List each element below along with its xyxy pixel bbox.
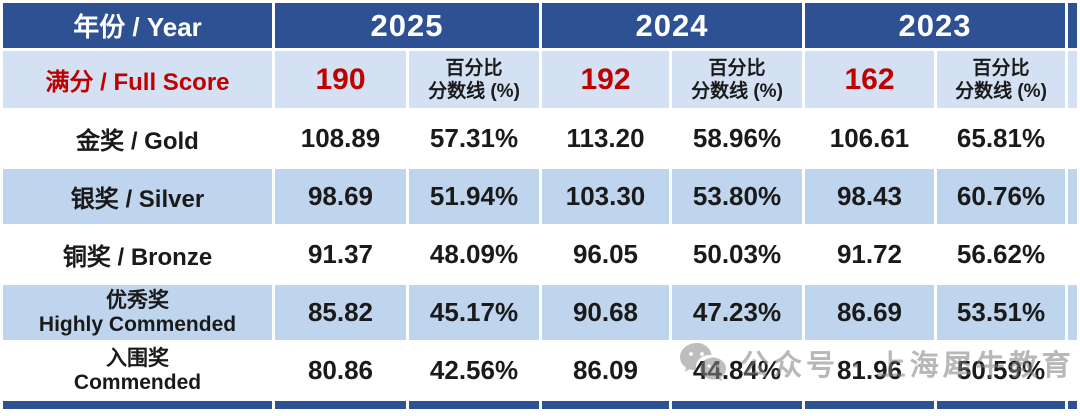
- corner-header-year-label: 年份 / Year: [3, 3, 272, 48]
- bronze-2024-pct: 50.03%: [672, 227, 802, 282]
- header-edge-sliver: [1068, 3, 1077, 48]
- table-row-commended: 入围奖 Commended 80.86 42.56% 86.09 44.84% …: [3, 343, 1077, 398]
- hc-2025-pct: 45.17%: [409, 285, 539, 340]
- table-row-gold: 金奖 / Gold 108.89 57.31% 113.20 58.96% 10…: [3, 111, 1077, 166]
- award-label-line1: 入围奖: [106, 346, 169, 370]
- table-row-silver: 银奖 / Silver 98.69 51.94% 103.30 53.80% 9…: [3, 169, 1077, 224]
- gold-2023-score: 106.61: [805, 111, 934, 166]
- pct-header-2024: 百分比 分数线 (%): [672, 51, 802, 108]
- row-edge-sliver: [1068, 227, 1077, 282]
- row-edge-sliver: [1068, 111, 1077, 166]
- table-row-highly-commended: 优秀奖 Highly Commended 85.82 45.17% 90.68 …: [3, 285, 1077, 340]
- pct-header-line1: 百分比: [972, 57, 1030, 79]
- full-score-2024: 192: [542, 51, 669, 108]
- year-header-2023: 2023: [805, 3, 1065, 48]
- pct-header-line1: 百分比: [445, 57, 503, 79]
- row-edge-sliver: [1068, 51, 1077, 108]
- pct-header-2025: 百分比 分数线 (%): [409, 51, 539, 108]
- award-label-line2: Highly Commended: [38, 312, 237, 336]
- award-label-silver: 银奖 / Silver: [3, 169, 272, 224]
- commended-2025-score: 80.86: [275, 343, 406, 398]
- full-score-label: 满分 / Full Score: [3, 51, 272, 108]
- table-row-bronze: 铜奖 / Bronze 91.37 48.09% 96.05 50.03% 91…: [3, 227, 1077, 282]
- header-row: 年份 / Year 2025 2024 2023: [3, 3, 1077, 48]
- full-score-2023: 162: [805, 51, 934, 108]
- pct-header-line1: 百分比: [708, 57, 766, 79]
- bronze-2025-pct: 48.09%: [409, 227, 539, 282]
- full-score-2025: 190: [275, 51, 406, 108]
- silver-2023-score: 98.43: [805, 169, 934, 224]
- award-label-commended: 入围奖 Commended: [3, 343, 272, 398]
- hc-2024-score: 90.68: [542, 285, 669, 340]
- pct-header-line2: 分数线 (%): [691, 80, 783, 102]
- award-label-gold: 金奖 / Gold: [3, 111, 272, 166]
- award-label-line1: 优秀奖: [106, 288, 169, 312]
- hc-2024-pct: 47.23%: [672, 285, 802, 340]
- silver-2025-score: 98.69: [275, 169, 406, 224]
- commended-2024-pct: 44.84%: [672, 343, 802, 398]
- row-edge-sliver: [1068, 285, 1077, 340]
- award-label-line2: Commended: [73, 370, 202, 394]
- silver-2023-pct: 60.76%: [937, 169, 1065, 224]
- award-label-highly-commended: 优秀奖 Highly Commended: [3, 285, 272, 340]
- hc-2025-score: 85.82: [275, 285, 406, 340]
- commended-2023-pct: 50.59%: [937, 343, 1065, 398]
- year-header-2025: 2025: [275, 3, 539, 48]
- row-edge-sliver: [1068, 169, 1077, 224]
- gold-2023-pct: 65.81%: [937, 111, 1065, 166]
- gold-2025-score: 108.89: [275, 111, 406, 166]
- cutoff-bottom-bar: [3, 401, 1077, 409]
- pct-header-line2: 分数线 (%): [955, 80, 1047, 102]
- commended-2024-score: 86.09: [542, 343, 669, 398]
- gold-2025-pct: 57.31%: [409, 111, 539, 166]
- hc-2023-pct: 53.51%: [937, 285, 1065, 340]
- commended-2025-pct: 42.56%: [409, 343, 539, 398]
- silver-2024-score: 103.30: [542, 169, 669, 224]
- silver-2025-pct: 51.94%: [409, 169, 539, 224]
- pct-header-line2: 分数线 (%): [428, 80, 520, 102]
- gold-2024-score: 113.20: [542, 111, 669, 166]
- year-header-2024: 2024: [542, 3, 802, 48]
- bronze-2023-pct: 56.62%: [937, 227, 1065, 282]
- silver-2024-pct: 53.80%: [672, 169, 802, 224]
- hc-2023-score: 86.69: [805, 285, 934, 340]
- full-score-row: 满分 / Full Score 190 百分比 分数线 (%) 192 百分比 …: [3, 51, 1077, 108]
- bronze-2025-score: 91.37: [275, 227, 406, 282]
- commended-2023-score: 81.96: [805, 343, 934, 398]
- pct-header-2023: 百分比 分数线 (%): [937, 51, 1065, 108]
- row-edge-sliver: [1068, 343, 1077, 398]
- gold-2024-pct: 58.96%: [672, 111, 802, 166]
- award-label-bronze: 铜奖 / Bronze: [3, 227, 272, 282]
- bronze-2024-score: 96.05: [542, 227, 669, 282]
- bronze-2023-score: 91.72: [805, 227, 934, 282]
